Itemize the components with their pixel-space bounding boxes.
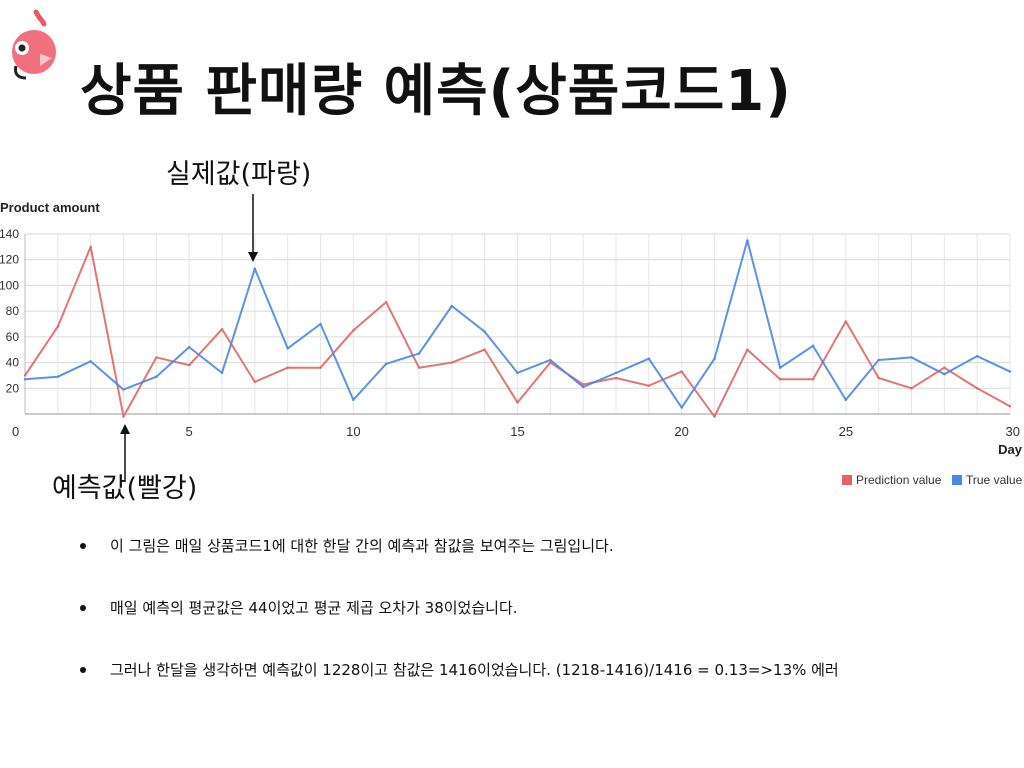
data-point	[647, 384, 651, 387]
flamingo-mascot-icon	[12, 9, 56, 80]
data-point	[975, 354, 979, 358]
data-point	[483, 348, 486, 351]
data-point	[713, 415, 716, 418]
bullet-item: 이 그림은 매일 상품코드1에 대한 한달 간의 예측과 참값을 보여주는 그림…	[78, 532, 839, 560]
data-point	[450, 361, 454, 364]
data-point	[877, 358, 880, 362]
data-point	[319, 366, 322, 369]
data-point	[811, 378, 815, 381]
data-point	[975, 387, 979, 390]
legend-swatch	[842, 475, 852, 485]
data-point	[943, 366, 946, 369]
predicted-callout-arrowhead	[120, 424, 130, 434]
data-point	[549, 361, 552, 364]
y-tick-label: 100	[0, 278, 19, 292]
data-point	[23, 378, 27, 381]
bullet-text: 그러나 한달을 생각하면 예측값이 1228이고 참값은 1416이었습니다. …	[110, 661, 839, 679]
data-point	[352, 329, 355, 332]
data-point	[811, 344, 815, 348]
data-point	[614, 371, 618, 375]
data-point	[450, 304, 454, 308]
x-tick-label: 20	[674, 424, 688, 439]
data-point	[352, 398, 355, 402]
data-point	[647, 357, 651, 360]
data-point	[56, 375, 60, 378]
legend-label: Prediction value	[856, 473, 942, 487]
data-point	[746, 239, 749, 242]
data-point	[56, 325, 60, 328]
data-point	[844, 320, 848, 323]
data-point	[614, 376, 618, 380]
data-point	[516, 401, 519, 404]
actual-value-callout: 실제값(파랑)	[166, 159, 312, 190]
data-point	[483, 330, 486, 333]
data-point	[581, 385, 585, 389]
data-point	[187, 363, 191, 367]
data-point	[89, 245, 92, 249]
data-point	[286, 366, 289, 369]
x-axis-title: Day	[998, 442, 1023, 457]
bullet-dot	[80, 543, 86, 549]
data-point	[155, 356, 158, 359]
bullet-dot	[80, 667, 86, 673]
data-point	[680, 406, 683, 409]
data-point	[187, 345, 191, 349]
data-point	[220, 327, 224, 331]
y-tick-label: 80	[6, 304, 20, 318]
data-point	[943, 372, 946, 376]
x-tick-label: 0	[12, 424, 19, 439]
x-tick-label: 30	[1006, 424, 1020, 439]
data-point	[581, 383, 585, 386]
data-point	[746, 348, 749, 351]
y-tick-label: 40	[6, 356, 20, 370]
data-point	[844, 398, 848, 402]
data-point	[384, 300, 388, 304]
legend-label: True value	[966, 473, 1023, 487]
data-point	[549, 358, 552, 362]
y-tick-label: 60	[6, 330, 20, 344]
data-point	[89, 360, 92, 363]
y-tick-label: 20	[6, 381, 20, 395]
data-point	[680, 370, 683, 373]
data-point	[1008, 405, 1012, 408]
sales-forecast-chart: 20 40 60 80 100 120 140 0 5 10 15 20 25 30 Product amo…	[0, 194, 1023, 487]
bullet-item: 매일 예측의 평균값은 44이었고 평균 제곱 오차가 38이었습니다.	[78, 594, 839, 622]
data-point	[122, 415, 125, 418]
x-tick-label: 10	[346, 424, 360, 439]
actual-callout-arrowhead	[248, 252, 258, 262]
x-tick-label: 5	[186, 424, 193, 439]
data-point	[516, 371, 519, 375]
data-point	[910, 356, 913, 359]
data-point	[253, 380, 257, 384]
data-point	[1008, 370, 1012, 373]
data-point	[220, 371, 224, 375]
data-point	[319, 322, 322, 326]
bullet-text: 매일 예측의 평균값은 44이었고 평균 제곱 오차가 38이었습니다.	[110, 599, 518, 617]
data-point	[286, 347, 289, 350]
data-point	[253, 267, 257, 270]
data-point	[417, 366, 421, 369]
bullet-item: 그러나 한달을 생각하면 예측값이 1228이고 참값은 1416이었습니다. …	[78, 656, 839, 684]
y-axis-title: Product amount	[0, 200, 100, 215]
data-point	[910, 387, 913, 390]
data-point	[778, 378, 782, 381]
data-point	[713, 357, 716, 360]
data-point	[23, 374, 27, 377]
data-point	[155, 375, 158, 378]
x-tick-label: 15	[510, 424, 524, 439]
bullet-text: 이 그림은 매일 상품코드1에 대한 한달 간의 예측과 참값을 보여주는 그림…	[110, 537, 614, 555]
data-point	[417, 352, 421, 355]
data-point	[384, 362, 388, 366]
y-tick-label: 120	[0, 253, 19, 267]
page-title: 상품 판매량 예측(상품코드1)	[80, 59, 792, 124]
legend-swatch	[952, 475, 962, 485]
bullet-dot	[80, 605, 86, 611]
bullet-list: 이 그림은 매일 상품코드1에 대한 한달 간의 예측과 참값을 보여주는 그림…	[78, 532, 839, 718]
data-point	[877, 376, 880, 380]
x-tick-label: 25	[839, 424, 853, 439]
data-point	[122, 388, 125, 391]
data-point	[778, 366, 782, 369]
y-tick-label: 140	[0, 227, 19, 241]
